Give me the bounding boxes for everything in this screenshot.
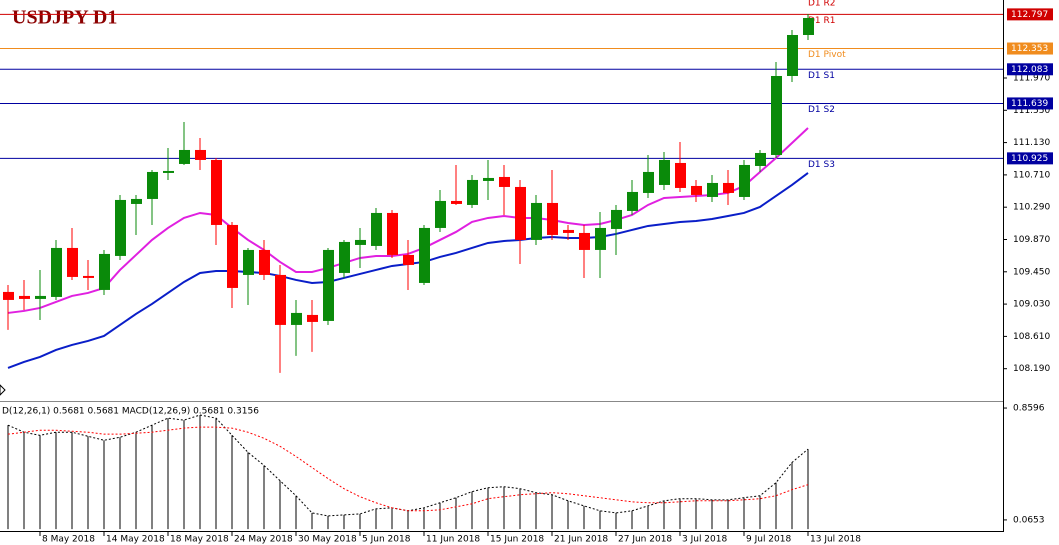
shift-marker — [0, 384, 6, 396]
chart-title: USDJPY D1 — [12, 7, 117, 29]
x-tick-label: 27 Jun 2018 — [618, 535, 672, 545]
candle-body — [99, 253, 110, 290]
candle-body — [307, 314, 318, 322]
level-price-label: 110.925 — [1011, 154, 1048, 164]
candle-body — [19, 295, 30, 299]
y-tick-label: 111.970 — [1013, 73, 1050, 83]
candle-body — [323, 249, 334, 321]
x-tick-label: 18 May 2018 — [170, 535, 229, 545]
x-tick-label: 11 Jun 2018 — [426, 535, 480, 545]
candle-body — [563, 229, 574, 233]
level-price-box — [1007, 63, 1053, 76]
y-tick-label: 0.8596 — [1013, 404, 1045, 414]
candle-body — [179, 149, 190, 164]
level-label: D1 R1 — [808, 16, 836, 26]
candle-body — [515, 186, 526, 240]
candle-body — [659, 159, 670, 185]
candle-body — [627, 191, 638, 211]
candle-body — [723, 182, 734, 193]
y-tick-label: 110.710 — [1013, 170, 1050, 180]
candle-body — [275, 274, 286, 325]
y-tick-label: 111.130 — [1013, 138, 1050, 148]
level-price-label: 111.639 — [1011, 99, 1048, 109]
candle-body — [339, 241, 350, 273]
candle-body — [83, 275, 94, 278]
level-price-box — [1007, 97, 1053, 110]
y-tick-label: 109.450 — [1013, 267, 1050, 277]
candle-body — [419, 227, 430, 283]
candle-body — [467, 179, 478, 205]
candle-body — [115, 199, 126, 256]
candle-body — [227, 224, 238, 288]
candle-body — [387, 212, 398, 255]
y-tick-label: 0.0653 — [1013, 515, 1045, 525]
x-tick-label: 5 Jun 2018 — [362, 535, 411, 545]
level-label: D1 S1 — [808, 71, 835, 81]
candle-body — [355, 239, 366, 245]
candle-body — [163, 170, 174, 173]
y-tick-label: 108.190 — [1013, 364, 1050, 374]
x-tick-label: 8 May 2018 — [42, 535, 95, 545]
level-price-label: 112.353 — [1011, 44, 1048, 54]
y-tick-label: 108.610 — [1013, 332, 1050, 342]
x-tick-label: 9 Jul 2018 — [746, 535, 791, 545]
y-tick-label: 109.870 — [1013, 235, 1050, 245]
indicator-title: D(12,26,1) 0.5681 0.5681 MACD(12,26,9) 0… — [2, 407, 259, 417]
level-label: D1 S2 — [808, 105, 835, 115]
candle-body — [435, 200, 446, 228]
candle-body — [195, 149, 206, 160]
x-tick-label: 3 Jul 2018 — [682, 535, 727, 545]
candle-body — [707, 182, 718, 197]
level-label: D1 R2 — [808, 0, 836, 9]
candle-body — [483, 177, 494, 181]
candle-body — [451, 200, 462, 204]
candle-body — [739, 164, 750, 197]
candle-body — [211, 159, 222, 225]
x-tick-label: 14 May 2018 — [106, 535, 165, 545]
level-label: D1 Pivot — [808, 50, 846, 60]
candle-body — [547, 202, 558, 235]
candle-body — [675, 162, 686, 188]
candle-body — [147, 171, 158, 199]
candle-body — [131, 198, 142, 204]
candle-body — [691, 185, 702, 195]
macd-line — [7, 426, 809, 512]
x-tick-label: 30 May 2018 — [298, 535, 357, 545]
level-price-box — [1007, 8, 1053, 21]
x-tick-label: 21 Jun 2018 — [554, 535, 608, 545]
candle-body — [787, 34, 798, 76]
candle-body — [643, 171, 654, 193]
candle-body — [403, 254, 414, 265]
candle-body — [531, 202, 542, 240]
candle-body — [371, 212, 382, 246]
level-price-box — [1007, 152, 1053, 165]
candle-body — [35, 295, 46, 299]
candle-body — [3, 291, 14, 300]
y-tick-label: 111.550 — [1013, 106, 1050, 116]
candle-body — [771, 75, 782, 155]
candle-body — [579, 232, 590, 250]
candle-body — [291, 312, 302, 325]
level-price-label: 112.797 — [1011, 10, 1048, 20]
y-tick-label: 110.290 — [1013, 203, 1050, 213]
candle-body — [51, 247, 62, 297]
level-price-box — [1007, 42, 1053, 55]
y-tick-label: 109.030 — [1013, 300, 1050, 310]
level-price-label: 112.083 — [1011, 65, 1048, 75]
x-tick-label: 13 Jul 2018 — [810, 535, 861, 545]
candle-body — [499, 176, 510, 187]
x-tick-label: 24 May 2018 — [234, 535, 293, 545]
level-label: D1 S3 — [808, 160, 835, 170]
candle-body — [611, 209, 622, 229]
candle-body — [755, 152, 766, 166]
candle-body — [243, 249, 254, 275]
x-tick-label: 15 Jun 2018 — [490, 535, 544, 545]
candle-body — [259, 249, 270, 275]
candle-body — [595, 227, 606, 250]
candle-body — [803, 17, 814, 35]
candle-body — [67, 247, 78, 277]
